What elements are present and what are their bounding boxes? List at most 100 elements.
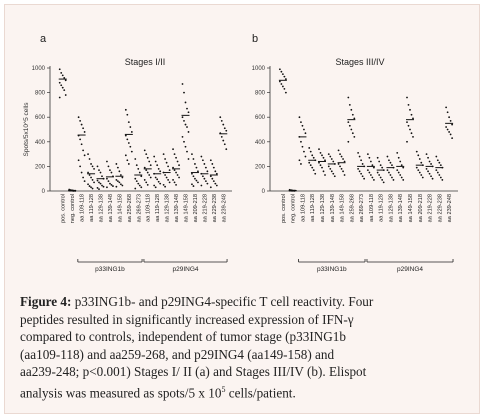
data-point [225, 129, 228, 132]
data-point [366, 169, 369, 171]
x-tick-label: neg. control [291, 194, 297, 223]
data-point [194, 177, 196, 180]
data-point [396, 151, 399, 154]
data-point [145, 169, 148, 171]
x-tick-label: aa 139-148 [174, 194, 180, 222]
data-point [388, 171, 390, 174]
x-tick-label: aa 139-148 [108, 194, 114, 222]
data-point [360, 172, 363, 175]
y-tick-label: 600 [35, 115, 46, 121]
data-point [214, 182, 217, 185]
data-point [357, 167, 360, 170]
x-tick-label: aa 109-118 [369, 194, 375, 222]
data-point [209, 175, 212, 178]
data-point [127, 142, 130, 144]
data-point [64, 79, 67, 82]
data-point [153, 184, 156, 187]
data-point [430, 163, 432, 165]
data-point [82, 149, 85, 152]
data-point [337, 163, 340, 165]
data-point [61, 74, 64, 77]
y-tick-label: 400 [35, 140, 46, 146]
data-point [428, 172, 431, 175]
x-tick-label: pos. control [281, 194, 287, 223]
group-label: p33ING1b [95, 266, 125, 273]
data-point [222, 139, 225, 142]
data-point [82, 176, 85, 179]
data-point [109, 169, 111, 171]
y-tick-label: 200 [255, 164, 266, 170]
data-point [201, 159, 204, 162]
caption-line-4: (aa109-118) and aa259-268, and p29ING4 (… [20, 346, 335, 362]
data-point [187, 158, 190, 160]
data-point [184, 101, 187, 104]
data-point [451, 123, 454, 126]
data-point [172, 148, 174, 151]
data-point [425, 153, 428, 156]
data-point [119, 183, 122, 186]
data-point [93, 181, 95, 184]
data-point [402, 179, 405, 181]
data-point [451, 137, 454, 140]
data-point [361, 163, 364, 165]
data-point [162, 153, 165, 156]
data-point [118, 181, 121, 184]
data-point [312, 169, 315, 171]
data-point [143, 149, 146, 152]
data-point [204, 180, 207, 183]
data-point [77, 116, 80, 119]
data-point [101, 184, 103, 187]
chart-title: Stages III/IV [335, 57, 384, 67]
data-point [402, 166, 405, 169]
data-point [339, 165, 341, 168]
data-point [88, 158, 91, 160]
y-tick-label: 1000 [32, 66, 46, 72]
data-point [314, 172, 317, 175]
x-tick-label: aa 219-228 [202, 194, 208, 222]
data-point [126, 159, 129, 162]
data-point [168, 181, 171, 184]
data-point [124, 108, 127, 111]
data-point [82, 127, 85, 130]
data-point [350, 128, 353, 131]
data-point [101, 175, 103, 178]
data-point [438, 161, 441, 164]
data-point [298, 159, 301, 162]
x-tick-label: aa 119-128 [89, 194, 95, 222]
data-point [83, 154, 86, 157]
data-point [280, 83, 283, 85]
data-point [63, 89, 66, 92]
data-point [178, 164, 180, 167]
caption-line-6a: analysis was measured as spots/5 x 10 [20, 384, 222, 400]
data-point [406, 96, 408, 99]
data-point [348, 104, 351, 106]
data-point [77, 159, 80, 162]
data-point [322, 170, 325, 173]
x-tick-label: aa 149-158 [408, 194, 414, 222]
data-point [347, 140, 350, 143]
x-tick-label: aa 109-118 [146, 194, 152, 222]
data-point [176, 160, 179, 163]
data-point [418, 171, 421, 174]
data-point [183, 91, 185, 94]
data-point [363, 177, 366, 180]
data-point [445, 106, 448, 109]
data-point [209, 159, 212, 162]
data-point [378, 174, 381, 176]
x-tick-label: aa 109-118 [300, 194, 306, 222]
data-point [448, 116, 451, 119]
data-point [173, 181, 176, 184]
data-point [366, 153, 369, 156]
data-point [148, 160, 151, 163]
data-point [211, 177, 214, 180]
caption-line-6b: cells/patient. [225, 384, 296, 400]
data-point [80, 171, 83, 174]
x-tick-label: aa 149-158 [117, 194, 123, 222]
data-point [115, 179, 118, 181]
x-tick-label: aa 129-138 [99, 194, 105, 222]
data-point [127, 163, 130, 165]
data-point [121, 184, 124, 187]
data-point [410, 113, 413, 116]
data-point [339, 153, 341, 156]
